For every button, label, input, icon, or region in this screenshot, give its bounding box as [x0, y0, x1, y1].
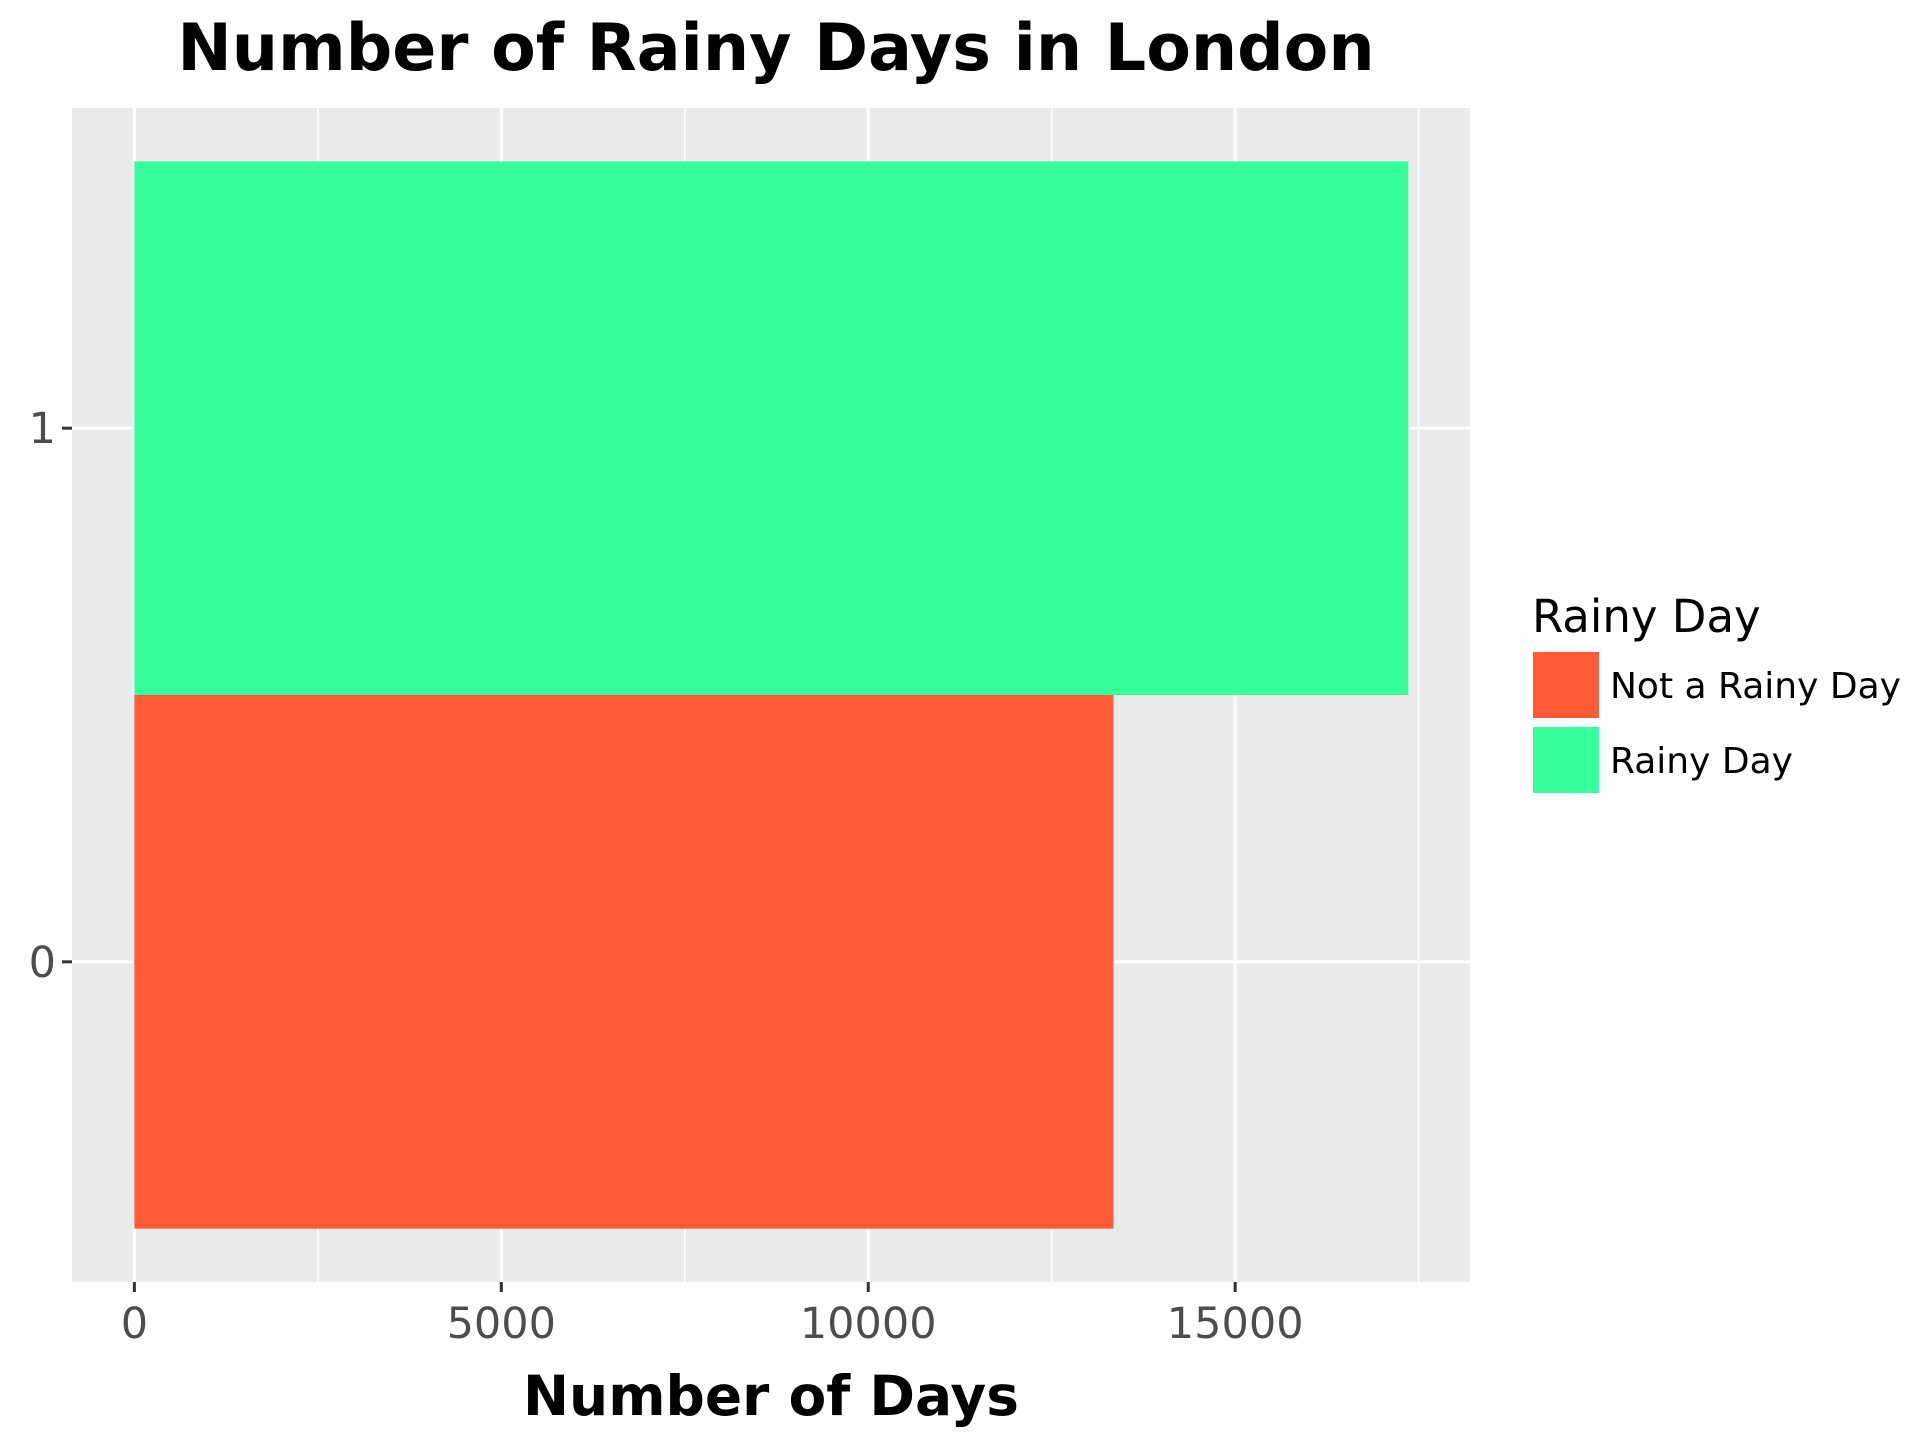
x-tick-label: 5000	[447, 1299, 556, 1349]
legend-label: Not a Rainy Day	[1610, 666, 1901, 707]
bar-0	[134, 695, 1114, 1229]
legend: Rainy Day Not a Rainy Day Rainy Day	[1532, 590, 1901, 793]
x-tick-label: 0	[121, 1299, 148, 1349]
y-tick-label: 1	[29, 404, 56, 454]
axes: 0 5000 10000 15000 0 1	[29, 404, 1304, 1349]
legend-entries: Not a Rainy Day Rainy Day	[1533, 652, 1901, 793]
legend-swatch	[1533, 652, 1599, 718]
x-axis-title: Number of Days	[523, 1364, 1019, 1428]
legend-title: Rainy Day	[1532, 590, 1761, 643]
legend-swatch	[1533, 727, 1599, 793]
y-tick-label: 0	[29, 938, 56, 988]
legend-label: Rainy Day	[1610, 741, 1793, 782]
bars	[134, 161, 1409, 1229]
x-tick-label: 10000	[800, 1299, 937, 1349]
x-tick-label: 15000	[1167, 1299, 1304, 1349]
bar-1	[134, 161, 1409, 695]
chart-title: Number of Rainy Days in London	[177, 11, 1374, 86]
